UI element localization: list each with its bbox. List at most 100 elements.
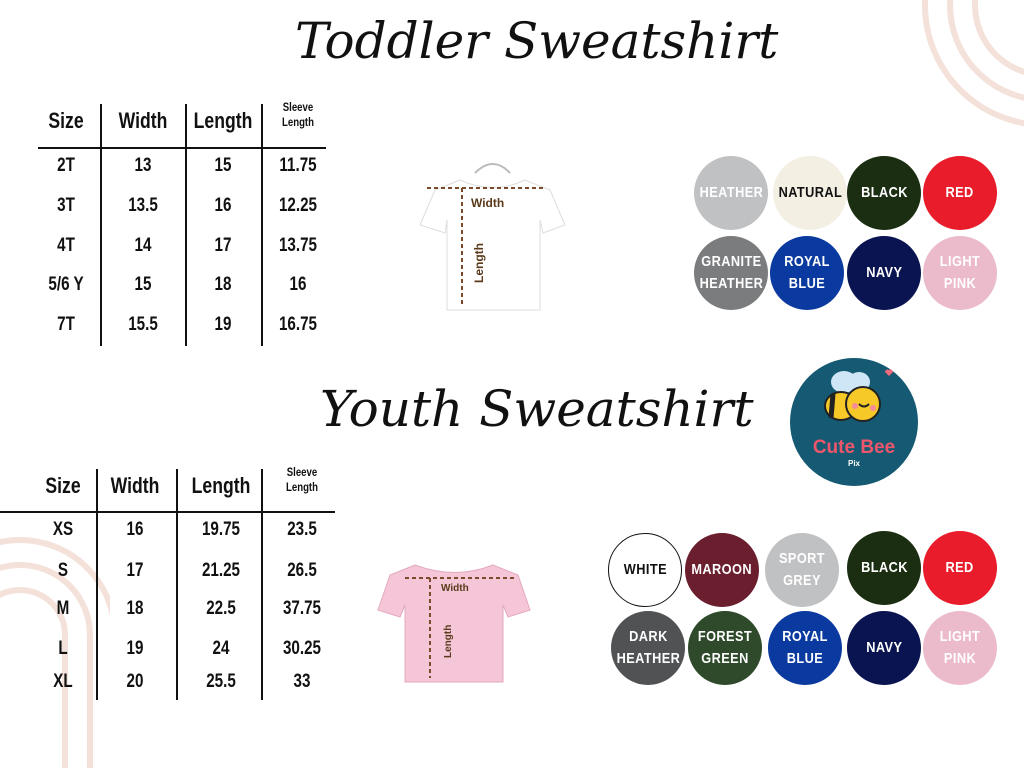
width-label: Width xyxy=(471,196,504,210)
color-swatch[interactable]: GRANITE HEATHER xyxy=(694,236,768,310)
cell-size: 7T xyxy=(57,314,75,335)
cell-sleeve-length: 16 xyxy=(289,274,307,295)
cell-length: 25.5 xyxy=(206,671,236,692)
color-swatch[interactable]: BLACK xyxy=(847,156,921,230)
header-width: Width xyxy=(118,108,168,133)
color-swatch[interactable]: FOREST GREEN xyxy=(688,611,762,685)
toddler-shirt-image: Width Length xyxy=(419,163,566,311)
color-name: NAVY xyxy=(865,264,903,281)
cell-length: 19.75 xyxy=(201,519,241,540)
cell-sleeve-length: 12.25 xyxy=(278,195,318,216)
cell-sleeve-length: 16.75 xyxy=(278,314,318,335)
cell-width: 15 xyxy=(134,274,152,295)
color-swatch[interactable]: NAVY xyxy=(847,611,921,685)
width-label: Width xyxy=(441,583,469,594)
color-name: LIGHT PINK xyxy=(939,253,981,292)
cell-size: 3T xyxy=(57,195,75,216)
cell-width: 13 xyxy=(134,155,152,176)
cell-sleeve-length: 11.75 xyxy=(279,155,317,176)
color-name: ROYAL BLUE xyxy=(784,253,830,292)
header-divider xyxy=(0,511,335,513)
cell-width: 17 xyxy=(126,560,144,581)
cell-width: 14 xyxy=(134,235,152,256)
cell-width: 20 xyxy=(126,671,144,692)
bee-icon xyxy=(824,369,893,422)
cell-size: M xyxy=(56,598,70,619)
cell-sleeve-length: 30.25 xyxy=(282,638,322,659)
cell-width: 18 xyxy=(126,598,144,619)
color-swatch[interactable]: LIGHT PINK xyxy=(923,236,997,310)
logo-sub: Pix xyxy=(847,459,860,468)
column-divider xyxy=(176,469,178,700)
header-sleeve-length: Sleeve Length xyxy=(282,100,314,129)
color-name: BLACK xyxy=(860,559,908,576)
column-divider xyxy=(261,469,263,700)
header-size: Size xyxy=(45,473,81,498)
cell-width: 19 xyxy=(126,638,144,659)
color-swatch[interactable]: ROYAL BLUE xyxy=(770,236,844,310)
cell-width: 13.5 xyxy=(128,195,158,216)
color-name: ROYAL BLUE xyxy=(782,628,828,667)
color-name: NATURAL xyxy=(778,184,842,201)
cute-bee-logo: Cute Bee Pix xyxy=(790,358,918,486)
cell-size: 2T xyxy=(57,155,75,176)
cell-width: 15.5 xyxy=(128,314,158,335)
color-swatch[interactable]: RED xyxy=(923,156,997,230)
header-length: Length xyxy=(191,473,251,498)
decorative-arch-bottom-left xyxy=(0,537,110,768)
color-name: GRANITE HEATHER xyxy=(699,253,763,292)
cell-size: XL xyxy=(53,671,73,692)
color-name: LIGHT PINK xyxy=(939,628,981,667)
color-name: HEATHER xyxy=(699,184,763,201)
color-name: WHITE xyxy=(623,561,667,578)
logo-name: Cute Bee xyxy=(812,437,896,458)
cell-width: 16 xyxy=(126,519,144,540)
color-swatch[interactable]: ROYAL BLUE xyxy=(768,611,842,685)
cell-length: 24 xyxy=(212,638,230,659)
color-name: RED xyxy=(945,184,975,201)
header-length: Length xyxy=(193,108,253,133)
youth-title: Youth Sweatshirt xyxy=(320,380,754,438)
color-name: DARK HEATHER xyxy=(616,628,680,667)
cell-sleeve-length: 23.5 xyxy=(287,519,317,540)
cell-length: 16 xyxy=(214,195,232,216)
length-label: Length xyxy=(472,243,486,283)
cell-size: XS xyxy=(52,519,74,540)
cell-length: 18 xyxy=(214,274,232,295)
cell-length: 19 xyxy=(214,314,232,335)
cell-size: 5/6 Y xyxy=(48,274,84,295)
column-divider xyxy=(185,104,187,346)
color-swatch[interactable]: LIGHT PINK xyxy=(923,611,997,685)
color-swatch[interactable]: NATURAL xyxy=(773,156,847,230)
color-swatch[interactable]: BLACK xyxy=(847,531,921,605)
color-name: BLACK xyxy=(860,184,908,201)
color-name: NAVY xyxy=(865,639,903,656)
cell-sleeve-length: 26.5 xyxy=(287,560,317,581)
color-swatch[interactable]: SPORT GREY xyxy=(765,533,839,607)
cell-size: L xyxy=(58,638,68,659)
color-swatch[interactable]: RED xyxy=(923,531,997,605)
youth-shirt-image: Width Length xyxy=(377,564,531,683)
color-swatch[interactable]: MAROON xyxy=(685,533,759,607)
color-name: FOREST GREEN xyxy=(697,628,753,667)
color-swatch[interactable]: WHITE xyxy=(608,533,682,607)
color-swatch[interactable]: DARK HEATHER xyxy=(611,611,685,685)
cell-sleeve-length: 33 xyxy=(293,671,311,692)
length-label: Length xyxy=(443,625,454,658)
decorative-arch-top-right xyxy=(922,0,1024,127)
cell-size: 4T xyxy=(57,235,75,256)
cell-length: 17 xyxy=(214,235,232,256)
cell-sleeve-length: 13.75 xyxy=(278,235,318,256)
cell-size: S xyxy=(57,560,69,581)
column-divider xyxy=(261,104,263,346)
column-divider xyxy=(96,469,98,700)
color-name: MAROON xyxy=(691,561,753,578)
cell-length: 15 xyxy=(214,155,232,176)
color-name: RED xyxy=(945,559,975,576)
header-divider xyxy=(38,147,326,149)
header-sleeve-length: Sleeve Length xyxy=(286,465,318,494)
color-swatch[interactable]: NAVY xyxy=(847,236,921,310)
color-swatch[interactable]: HEATHER xyxy=(694,156,768,230)
toddler-title: Toddler Sweatshirt xyxy=(295,12,779,70)
header-size: Size xyxy=(48,108,84,133)
